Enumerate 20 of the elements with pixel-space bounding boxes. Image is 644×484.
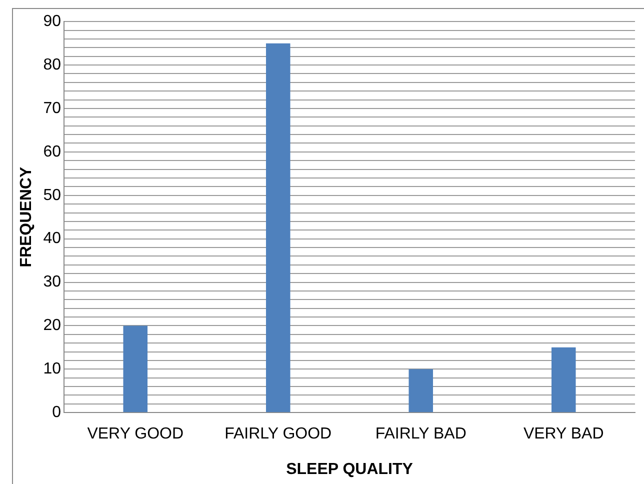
x-tick-label: VERY GOOD — [87, 426, 184, 443]
y-tick-label: 80 — [43, 56, 62, 74]
bar — [123, 326, 148, 412]
y-tick-label: 30 — [43, 274, 62, 291]
y-tick-label: 10 — [43, 360, 62, 378]
x-axis-title: SLEEP QUALITY — [286, 460, 414, 478]
y-tick-label: 0 — [52, 404, 62, 422]
bar — [266, 43, 290, 412]
bar — [408, 369, 434, 412]
y-tick-label: 90 — [43, 13, 62, 30]
y-tick-label: 40 — [43, 230, 62, 248]
x-tick-label: FAIRLY GOOD — [224, 426, 332, 443]
x-tick-label: VERY BAD — [523, 426, 604, 443]
bar — [551, 347, 576, 412]
y-tick-label: 70 — [43, 100, 62, 117]
y-axis-title: FREQUENCY — [18, 166, 36, 268]
x-tick-label: FAIRLY BAD — [375, 426, 466, 443]
y-tick-label: 20 — [43, 317, 62, 334]
y-tick-label: 50 — [43, 186, 62, 204]
y-tick-label: 60 — [43, 143, 62, 160]
